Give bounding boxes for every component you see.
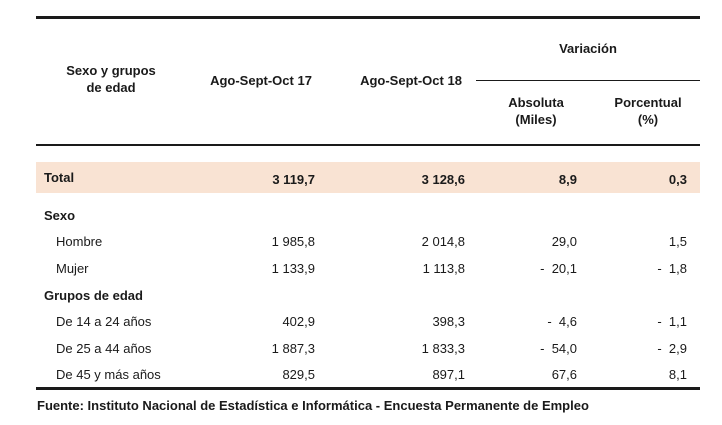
section-title: Sexo	[44, 208, 76, 223]
header-period-2017: Ago-Sept-Oct 17	[210, 73, 312, 88]
row-pct: 8,1	[668, 367, 687, 382]
row-p2: 398,3	[432, 314, 465, 329]
total-label: Total	[44, 170, 75, 185]
row-label: De 25 a 44 años	[56, 341, 152, 356]
total-abs: 8,9	[558, 172, 577, 187]
header-group: Sexo y grupos de edad	[66, 63, 156, 95]
row-p1: 1 985,8	[271, 234, 315, 249]
row-abs: - 4,6	[547, 314, 577, 329]
row-p2: 897,1	[432, 367, 465, 382]
row-pct: - 2,9	[657, 341, 687, 356]
row-abs: - 54,0	[540, 341, 577, 356]
variation-rule	[476, 80, 700, 81]
row-p2: 2 014,8	[421, 234, 465, 249]
header-variation: Variación	[559, 41, 617, 56]
row-p2: 1 113,8	[422, 261, 465, 276]
row-p1: 829,5	[282, 367, 315, 382]
row-label: Hombre	[56, 234, 103, 249]
header-bottom-rule	[36, 144, 700, 146]
row-pct: 1,5	[668, 234, 687, 249]
row-p1: 1 887,3	[271, 341, 315, 356]
row-pct: - 1,1	[657, 314, 687, 329]
header-period-2018: Ago-Sept-Oct 18	[360, 73, 462, 88]
row-label: De 14 a 24 años	[56, 314, 152, 329]
row-abs: 29,0	[551, 234, 577, 249]
row-abs: - 20,1	[540, 261, 577, 276]
row-pct: - 1,8	[657, 261, 687, 276]
section-title: Grupos de edad	[44, 288, 143, 303]
row-p2: 1 833,3	[421, 341, 465, 356]
total-row	[36, 162, 700, 193]
row-p1: 402,9	[282, 314, 315, 329]
row-abs: 67,6	[551, 367, 577, 382]
source-note: Fuente: Instituto Nacional de Estadístic…	[37, 398, 589, 413]
total-p1: 3 119,7	[272, 172, 315, 187]
row-label: De 45 y más años	[56, 367, 161, 382]
row-p1: 1 133,9	[271, 261, 315, 276]
header-absolute: Absoluta (Miles)	[508, 95, 564, 127]
total-p2: 3 128,6	[421, 172, 465, 187]
row-label: Mujer	[56, 261, 89, 276]
table-bottom-rule	[36, 387, 700, 390]
header-percentage: Porcentual (%)	[614, 95, 682, 127]
table-top-rule	[36, 16, 700, 19]
total-pct: 0,3	[668, 172, 687, 187]
